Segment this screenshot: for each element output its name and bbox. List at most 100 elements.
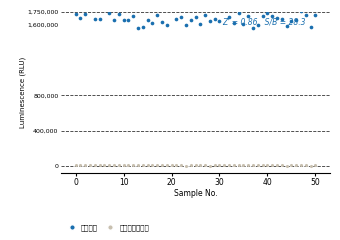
Point <box>207 164 212 168</box>
Point <box>250 163 256 167</box>
Point <box>150 163 155 167</box>
Point <box>241 163 246 167</box>
Point <box>308 164 313 168</box>
Point <box>92 17 98 21</box>
Point <box>174 17 179 20</box>
Y-axis label: Luminescence (RLU): Luminescence (RLU) <box>19 57 26 128</box>
Point <box>212 163 217 167</box>
Point <box>126 18 131 22</box>
Point <box>92 163 98 167</box>
Point <box>279 17 285 21</box>
Point <box>164 163 169 167</box>
Point <box>207 19 212 23</box>
Point <box>116 12 121 16</box>
Point <box>178 15 184 19</box>
Point <box>265 163 270 167</box>
Point <box>111 18 117 22</box>
X-axis label: Sample No.: Sample No. <box>174 189 217 198</box>
Point <box>159 21 165 24</box>
Point <box>140 25 146 29</box>
Point <box>169 163 174 167</box>
Point <box>313 163 318 167</box>
Text: Z' = 0.86   S/B = 28.3: Z' = 0.86 S/B = 28.3 <box>222 18 306 27</box>
Point <box>188 163 193 167</box>
Point <box>154 13 160 17</box>
Point <box>131 164 136 168</box>
Point <box>73 163 78 167</box>
Point <box>222 5 227 9</box>
Point <box>183 164 189 168</box>
Point <box>131 14 136 18</box>
Point <box>83 12 88 16</box>
Point <box>178 163 184 167</box>
Point <box>265 11 270 15</box>
Point <box>198 163 203 167</box>
Point <box>270 163 275 167</box>
Point <box>245 14 251 18</box>
Point <box>236 11 241 14</box>
Point <box>116 163 121 167</box>
Point <box>293 18 299 22</box>
Point <box>293 163 299 167</box>
Point <box>135 26 141 30</box>
Point <box>87 7 93 11</box>
Point <box>270 14 275 18</box>
Point <box>231 163 237 167</box>
Point <box>226 15 232 19</box>
Point <box>198 22 203 26</box>
Point <box>202 13 208 17</box>
Point <box>150 21 155 25</box>
Point <box>298 9 304 13</box>
Point <box>298 163 304 167</box>
Point <box>106 163 112 167</box>
Point <box>274 163 280 167</box>
Point <box>159 163 165 167</box>
Point <box>145 18 150 22</box>
Point <box>308 25 313 29</box>
Point <box>260 163 265 167</box>
Point <box>87 163 93 167</box>
Point <box>193 15 198 18</box>
Point <box>217 163 222 167</box>
Point <box>102 6 107 10</box>
Point <box>154 163 160 167</box>
Point <box>164 24 169 27</box>
Point <box>313 13 318 17</box>
Point <box>193 163 198 167</box>
Point <box>135 163 141 167</box>
Point <box>245 163 251 167</box>
Point <box>78 163 83 167</box>
Point <box>73 12 78 16</box>
Point <box>222 163 227 167</box>
Point <box>212 17 217 21</box>
Point <box>202 163 208 167</box>
Point <box>303 163 308 167</box>
Point <box>226 163 232 167</box>
Point <box>78 16 83 20</box>
Point <box>121 18 126 22</box>
Point <box>274 16 280 20</box>
Point <box>279 163 285 167</box>
Point <box>250 27 256 30</box>
Point <box>174 163 179 167</box>
Point <box>255 23 260 27</box>
Point <box>106 11 112 15</box>
Point <box>188 18 193 22</box>
Point <box>303 13 308 17</box>
Point <box>255 163 260 167</box>
Point <box>97 163 102 167</box>
Point <box>83 163 88 167</box>
Point <box>260 14 265 18</box>
Point <box>289 19 294 23</box>
Point <box>231 21 237 25</box>
Point <box>145 163 150 167</box>
Point <box>126 163 131 167</box>
Point <box>284 164 289 168</box>
Point <box>284 24 289 28</box>
Legend: シグナル, バックグランド: シグナル, バックグランド <box>62 221 152 234</box>
Point <box>97 17 102 21</box>
Point <box>236 163 241 167</box>
Point <box>140 163 146 167</box>
Point <box>217 19 222 23</box>
Point <box>121 163 126 167</box>
